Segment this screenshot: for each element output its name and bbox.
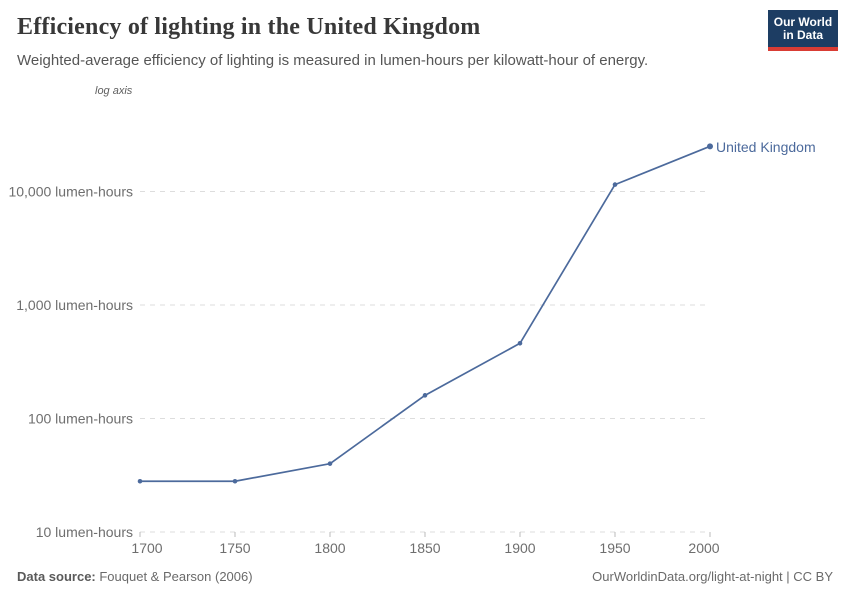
x-tick-label: 2000 — [688, 540, 719, 556]
x-tick-label: 1950 — [599, 540, 630, 556]
owid-logo-line2: in Data — [782, 27, 823, 42]
data-point[interactable] — [422, 393, 428, 398]
y-tick-label: 1,000 lumen-hours — [16, 297, 133, 313]
data-source-label: Data source: — [17, 569, 96, 584]
data-point[interactable] — [327, 461, 333, 466]
data-point[interactable] — [517, 340, 523, 346]
y-tick-label: 100 lumen-hours — [28, 411, 133, 427]
data-point[interactable] — [137, 478, 143, 484]
log-axis-note: log axis — [95, 85, 133, 97]
data-point[interactable] — [612, 182, 618, 187]
chart-subtitle: Weighted-average efficiency of lighting … — [17, 52, 649, 69]
x-tick-label: 1800 — [314, 540, 345, 556]
x-tick-label: 1900 — [504, 540, 535, 556]
y-tick-label: 10,000 lumen-hours — [8, 184, 133, 200]
x-tick-label: 1750 — [219, 540, 250, 556]
series-label-united-kingdom[interactable]: United Kingdom — [716, 139, 816, 155]
data-source-value: Fouquet & Pearson (2006) — [95, 569, 253, 584]
y-tick-label: 10 lumen-hours — [36, 524, 133, 540]
owid-logo[interactable]: Our World in Data — [768, 10, 838, 51]
data-point[interactable] — [232, 478, 238, 484]
data-line[interactable] — [140, 145, 711, 483]
page-title: Efficiency of lighting in the United Kin… — [17, 14, 481, 40]
x-tick-label: 1850 — [409, 540, 440, 556]
data-source-note: Data source: Fouquet & Pearson (2006) — [17, 569, 253, 584]
x-tick-label: 1700 — [131, 540, 162, 556]
owid-cc-by-link[interactable]: OurWorldinData.org/light-at-night | CC B… — [592, 569, 833, 584]
owid-logo-line1: Our World — [773, 14, 833, 29]
data-point[interactable] — [707, 143, 713, 150]
